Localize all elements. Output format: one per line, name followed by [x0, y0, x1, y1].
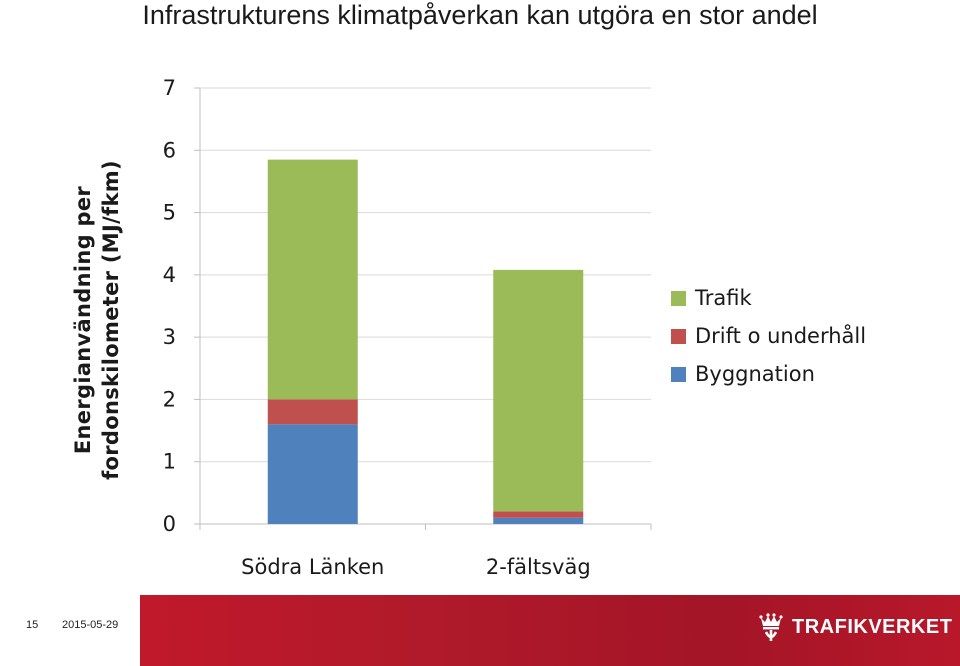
- x-category-label: Södra Länken: [241, 555, 384, 579]
- stacked-bar-chart: 0 1 2 3 4 5 6 7 Södra Länken 2-fältsväg: [163, 76, 652, 579]
- y-tick-label: 3: [163, 325, 176, 349]
- legend-item-trafik: Trafik: [671, 279, 866, 317]
- footer-bar: 15 2015-05-29 TRAFIKVERKET: [0, 595, 960, 666]
- y-tick-label: 1: [163, 450, 176, 474]
- y-tick-label: 5: [163, 201, 176, 225]
- slide-date: 2015-05-29: [62, 619, 119, 631]
- legend-label-byggnation: Byggnation: [695, 362, 815, 386]
- bar-segment-byggnation: [267, 424, 358, 524]
- y-axis-title-line-1: Energianvändning per: [71, 185, 95, 455]
- footer-info-area: 15 2015-05-29: [0, 595, 140, 666]
- slide-title: Infrastrukturens klimatpåverkan kan utgö…: [142, 0, 818, 30]
- x-category-label: 2-fältsväg: [486, 555, 591, 579]
- slide-number: 15: [26, 619, 39, 631]
- bar-segment-trafik: [493, 269, 584, 512]
- brand-name: TRAFIKVERKET: [792, 615, 953, 638]
- crown-emblem-icon: [759, 613, 783, 641]
- bar-segment-drift-o-underh-ll: [267, 399, 358, 425]
- legend-label-drift: Drift o underhåll: [695, 324, 867, 348]
- legend-item-byggnation: Byggnation: [671, 355, 866, 393]
- y-tick-label: 6: [163, 138, 176, 162]
- y-tick-label: 4: [163, 263, 176, 287]
- bar-segment-drift-o-underh-ll: [493, 511, 584, 518]
- legend-swatch-byggnation: [671, 366, 686, 382]
- bar-segment-trafik: [267, 159, 358, 400]
- chart-legend: Trafik Drift o underhåll Byggnation: [671, 279, 866, 393]
- y-axis-title: Energianvändning per fordonskilometer (M…: [69, 160, 125, 480]
- legend-label-trafik: Trafik: [695, 286, 752, 310]
- chart-area: 0 1 2 3 4 5 6 7 Södra Länken 2-fältsväg: [163, 76, 652, 579]
- brand-logo: TRAFIKVERKET: [758, 612, 952, 642]
- y-tick-label: 2: [163, 387, 176, 411]
- y-axis-title-line-2: fordonskilometer (MJ/fkm): [99, 160, 123, 480]
- legend-item-drift: Drift o underhåll: [671, 317, 866, 355]
- legend-swatch-trafik: [671, 290, 686, 306]
- y-tick-label: 7: [163, 76, 176, 100]
- legend-swatch-drift: [671, 328, 686, 344]
- y-tick-label: 0: [163, 512, 176, 536]
- bar-segment-byggnation: [493, 517, 584, 524]
